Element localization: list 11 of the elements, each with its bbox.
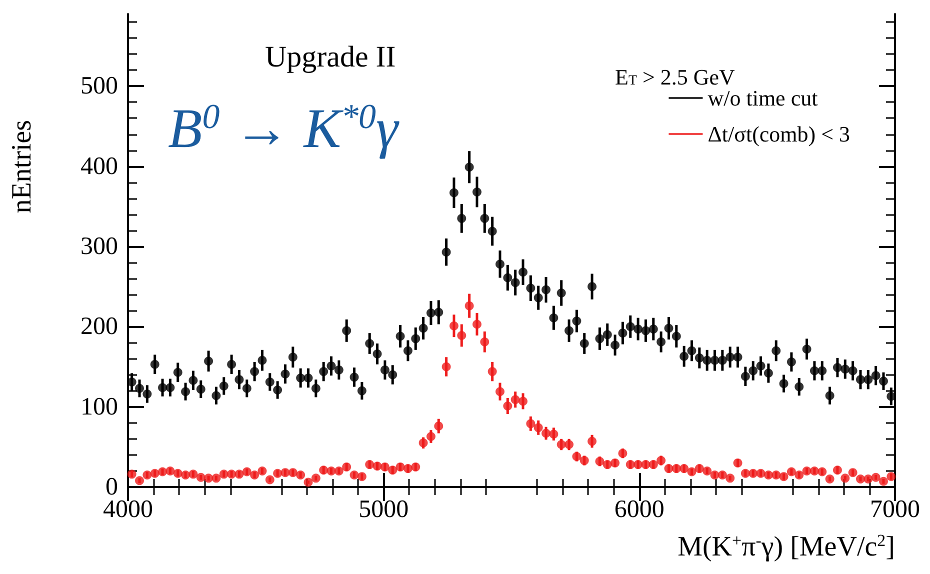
y-tick-label: 400: [80, 152, 118, 180]
y-tick-label: 500: [80, 72, 118, 100]
annotation: Upgrade II: [265, 40, 396, 74]
y-axis-title: nEntries: [6, 120, 38, 214]
legend-label: Δt/σt(comb) < 3: [708, 122, 850, 146]
x-tick-label: 5000: [358, 496, 409, 523]
x-tick-label: 6000: [614, 496, 664, 523]
y-tick-label: 200: [80, 313, 118, 340]
y-tick-label: 100: [80, 393, 118, 420]
x-tick-label: 7000: [870, 496, 920, 523]
y-tick-label: 300: [80, 232, 118, 260]
